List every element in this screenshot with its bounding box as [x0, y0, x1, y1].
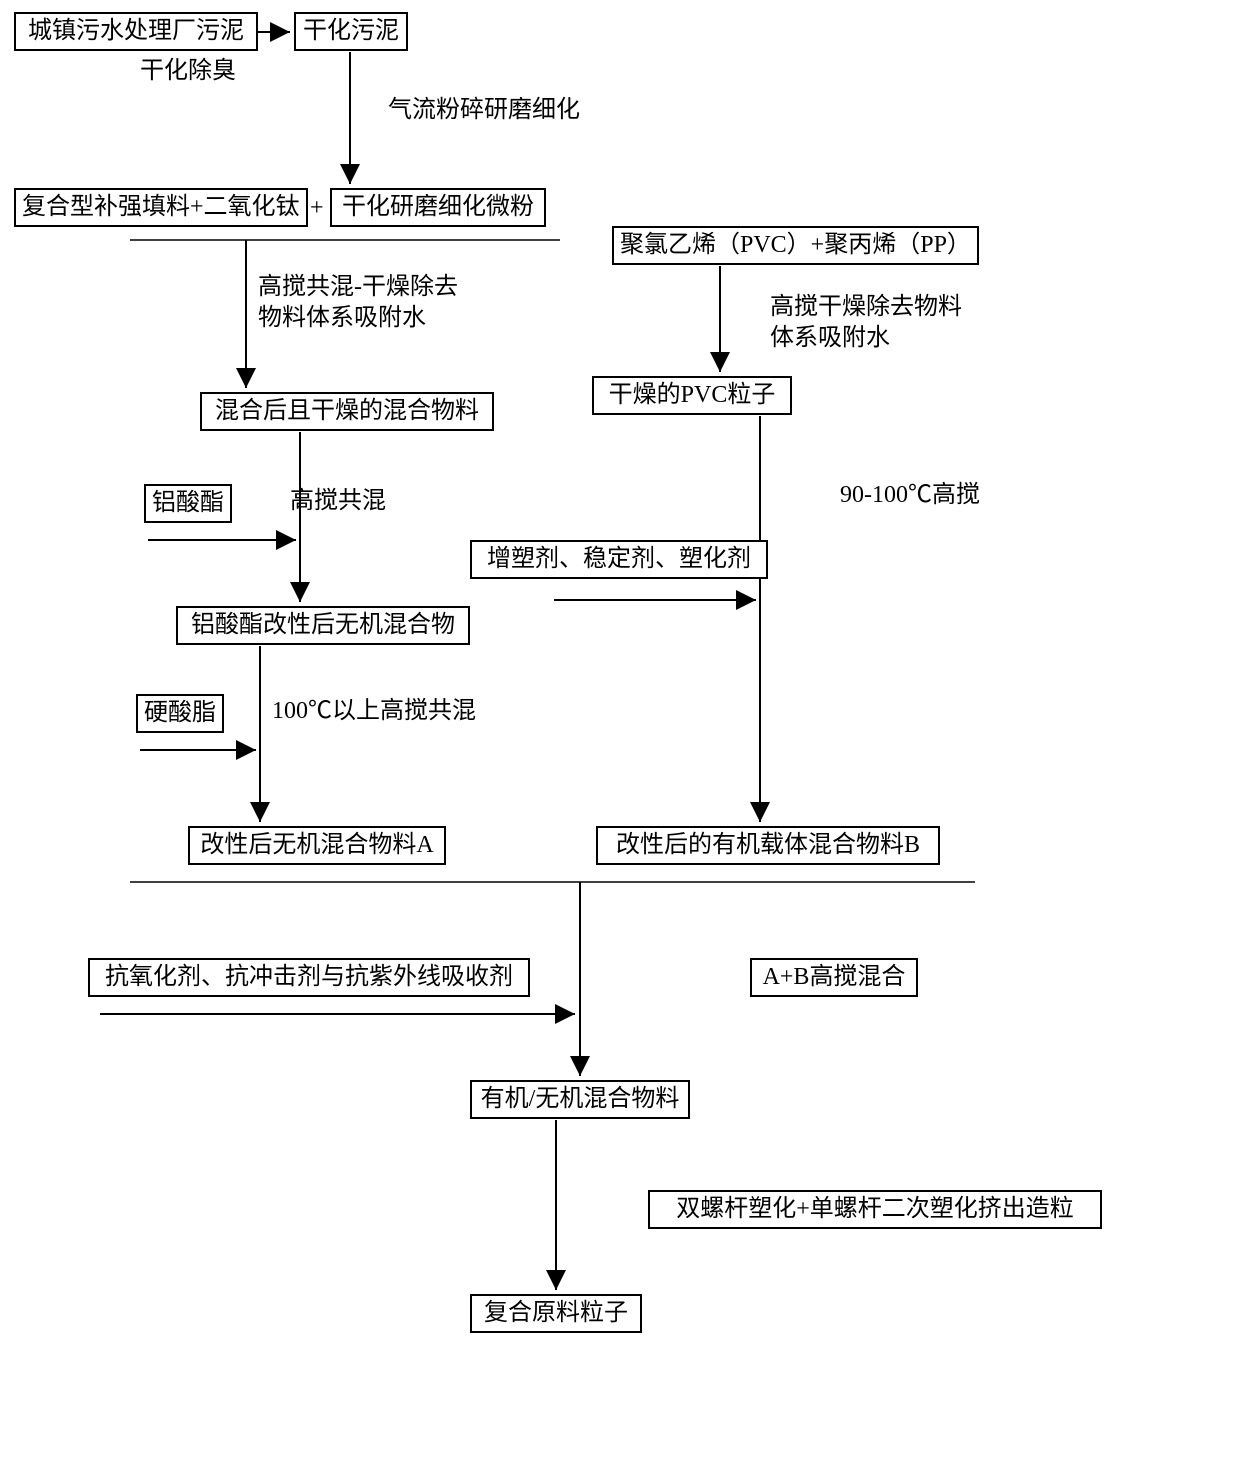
node-sludge: 城镇污水处理厂污泥: [14, 12, 258, 51]
label-90-100c: 90-100℃高搅: [840, 480, 980, 511]
node-extrude: 双螺杆塑化+单螺杆二次塑化挤出造粒: [648, 1190, 1102, 1229]
label-100c-mix: 100℃以上高搅共混: [272, 696, 476, 727]
node-dry-pvc: 干燥的PVC粒子: [592, 376, 792, 415]
node-organic-b: 改性后的有机载体混合物料B: [596, 826, 940, 865]
node-org-inorg-mix: 有机/无机混合物料: [470, 1080, 690, 1119]
node-inorganic-a: 改性后无机混合物料A: [188, 826, 446, 865]
label-dry-deodorize: 干化除臭: [140, 56, 236, 87]
node-composite-pellet: 复合原料粒子: [470, 1294, 642, 1333]
node-mixed-dried: 混合后且干燥的混合物料: [200, 392, 494, 431]
node-dried-sludge: 干化污泥: [294, 12, 408, 51]
node-reinforce-filler: 复合型补强填料+二氧化钛: [14, 188, 308, 227]
label-mix-dry-1: 高搅共混-干燥除去 物料体系吸附水: [258, 272, 458, 334]
label-jetmill: 气流粉碎研磨细化: [388, 95, 580, 126]
node-plasticizers: 增塑剂、稳定剂、塑化剂: [470, 540, 768, 579]
node-antioxidants: 抗氧化剂、抗冲击剂与抗紫外线吸收剂: [88, 958, 530, 997]
node-aluminate: 铝酸酯: [144, 484, 232, 523]
node-aluminate-modified: 铝酸酯改性后无机混合物: [176, 606, 470, 645]
label-dry-pvc: 高搅干燥除去物料 体系吸附水: [770, 292, 962, 354]
label-plus: +: [310, 193, 324, 224]
node-micro-powder: 干化研磨细化微粉: [330, 188, 546, 227]
node-ab-mix: A+B高搅混合: [750, 958, 918, 997]
node-stearic: 硬酸脂: [136, 694, 224, 733]
label-mix-dry-2: 高搅共混: [290, 486, 386, 517]
node-pvc-pp: 聚氯乙烯（PVC）+聚丙烯（PP）: [612, 226, 979, 265]
